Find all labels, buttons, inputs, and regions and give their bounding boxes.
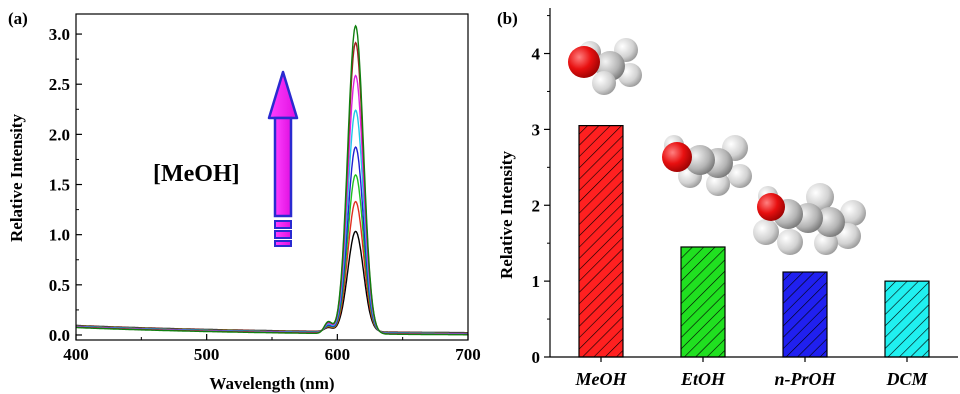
spectra-y-tick-label: 2.0 xyxy=(49,125,70,144)
spectrum-line xyxy=(76,174,468,334)
bar-y-tick-label: 4 xyxy=(532,45,541,64)
spectra-y-tick-label: 1.5 xyxy=(49,176,70,195)
spectra-y-tick-label: 0.0 xyxy=(49,326,70,345)
spectra-y-tick-label: 2.5 xyxy=(49,75,70,94)
category-label: EtOH xyxy=(680,369,726,389)
spectrum-line xyxy=(76,41,468,336)
meoh-concentration-label: [MeOH] xyxy=(153,161,240,187)
spectra-y-tick-label: 3.0 xyxy=(49,25,70,44)
spectrum-line xyxy=(76,230,468,334)
category-label: DCM xyxy=(885,369,928,389)
spectra-x-axis-title: Wavelength (nm) xyxy=(209,374,334,393)
spectrum-line xyxy=(76,146,468,335)
spectra-x-tick-label: 500 xyxy=(194,345,220,364)
spectrum-line xyxy=(76,24,468,336)
bar-y-tick-label: 3 xyxy=(532,120,541,139)
panel-b-label: (b) xyxy=(497,9,518,28)
bar-dcm xyxy=(884,280,930,358)
bar-n-proh xyxy=(782,271,828,358)
spectra-y-tick-label: 1.0 xyxy=(49,226,70,245)
increase-arrow-icon xyxy=(267,70,299,247)
solvent-bar-panel: (b) MeOH EtOH n-PrOH DCM 0 1 2 3 4 Relative Inte… xyxy=(497,8,958,389)
spectra-panel: (a) 400 500 600 700 0.0 0.5 1.0 1.5 2.0 2.5 3.0 Wa… xyxy=(7,9,481,393)
spectra-y-tick-label: 0.5 xyxy=(49,276,70,295)
spectra-x-tick-label: 700 xyxy=(455,345,481,364)
panel-a-label: (a) xyxy=(8,9,28,28)
bar-y-axis-title: Relative Intensity xyxy=(497,151,516,279)
bar-meoh xyxy=(578,124,624,358)
ethanol-molecule-icon xyxy=(662,135,752,196)
category-label: MeOH xyxy=(575,369,628,389)
spectra-y-axis-title: Relative Intensity xyxy=(7,114,26,242)
spectra-x-tick-label: 600 xyxy=(325,345,351,364)
propanol-molecule-icon xyxy=(753,183,866,255)
category-label: n-PrOH xyxy=(774,369,836,389)
bar-y-tick-label: 1 xyxy=(532,272,541,291)
methanol-molecule-icon xyxy=(568,38,642,95)
spectra-plot-frame xyxy=(75,13,469,341)
bar-etoh xyxy=(680,246,726,358)
spectrum-line xyxy=(76,200,468,334)
bar-y-tick-label: 2 xyxy=(532,196,541,215)
bar-y-tick-label: 0 xyxy=(532,348,541,367)
spectra-x-tick-label: 400 xyxy=(63,345,89,364)
spectrum-line xyxy=(76,109,468,335)
